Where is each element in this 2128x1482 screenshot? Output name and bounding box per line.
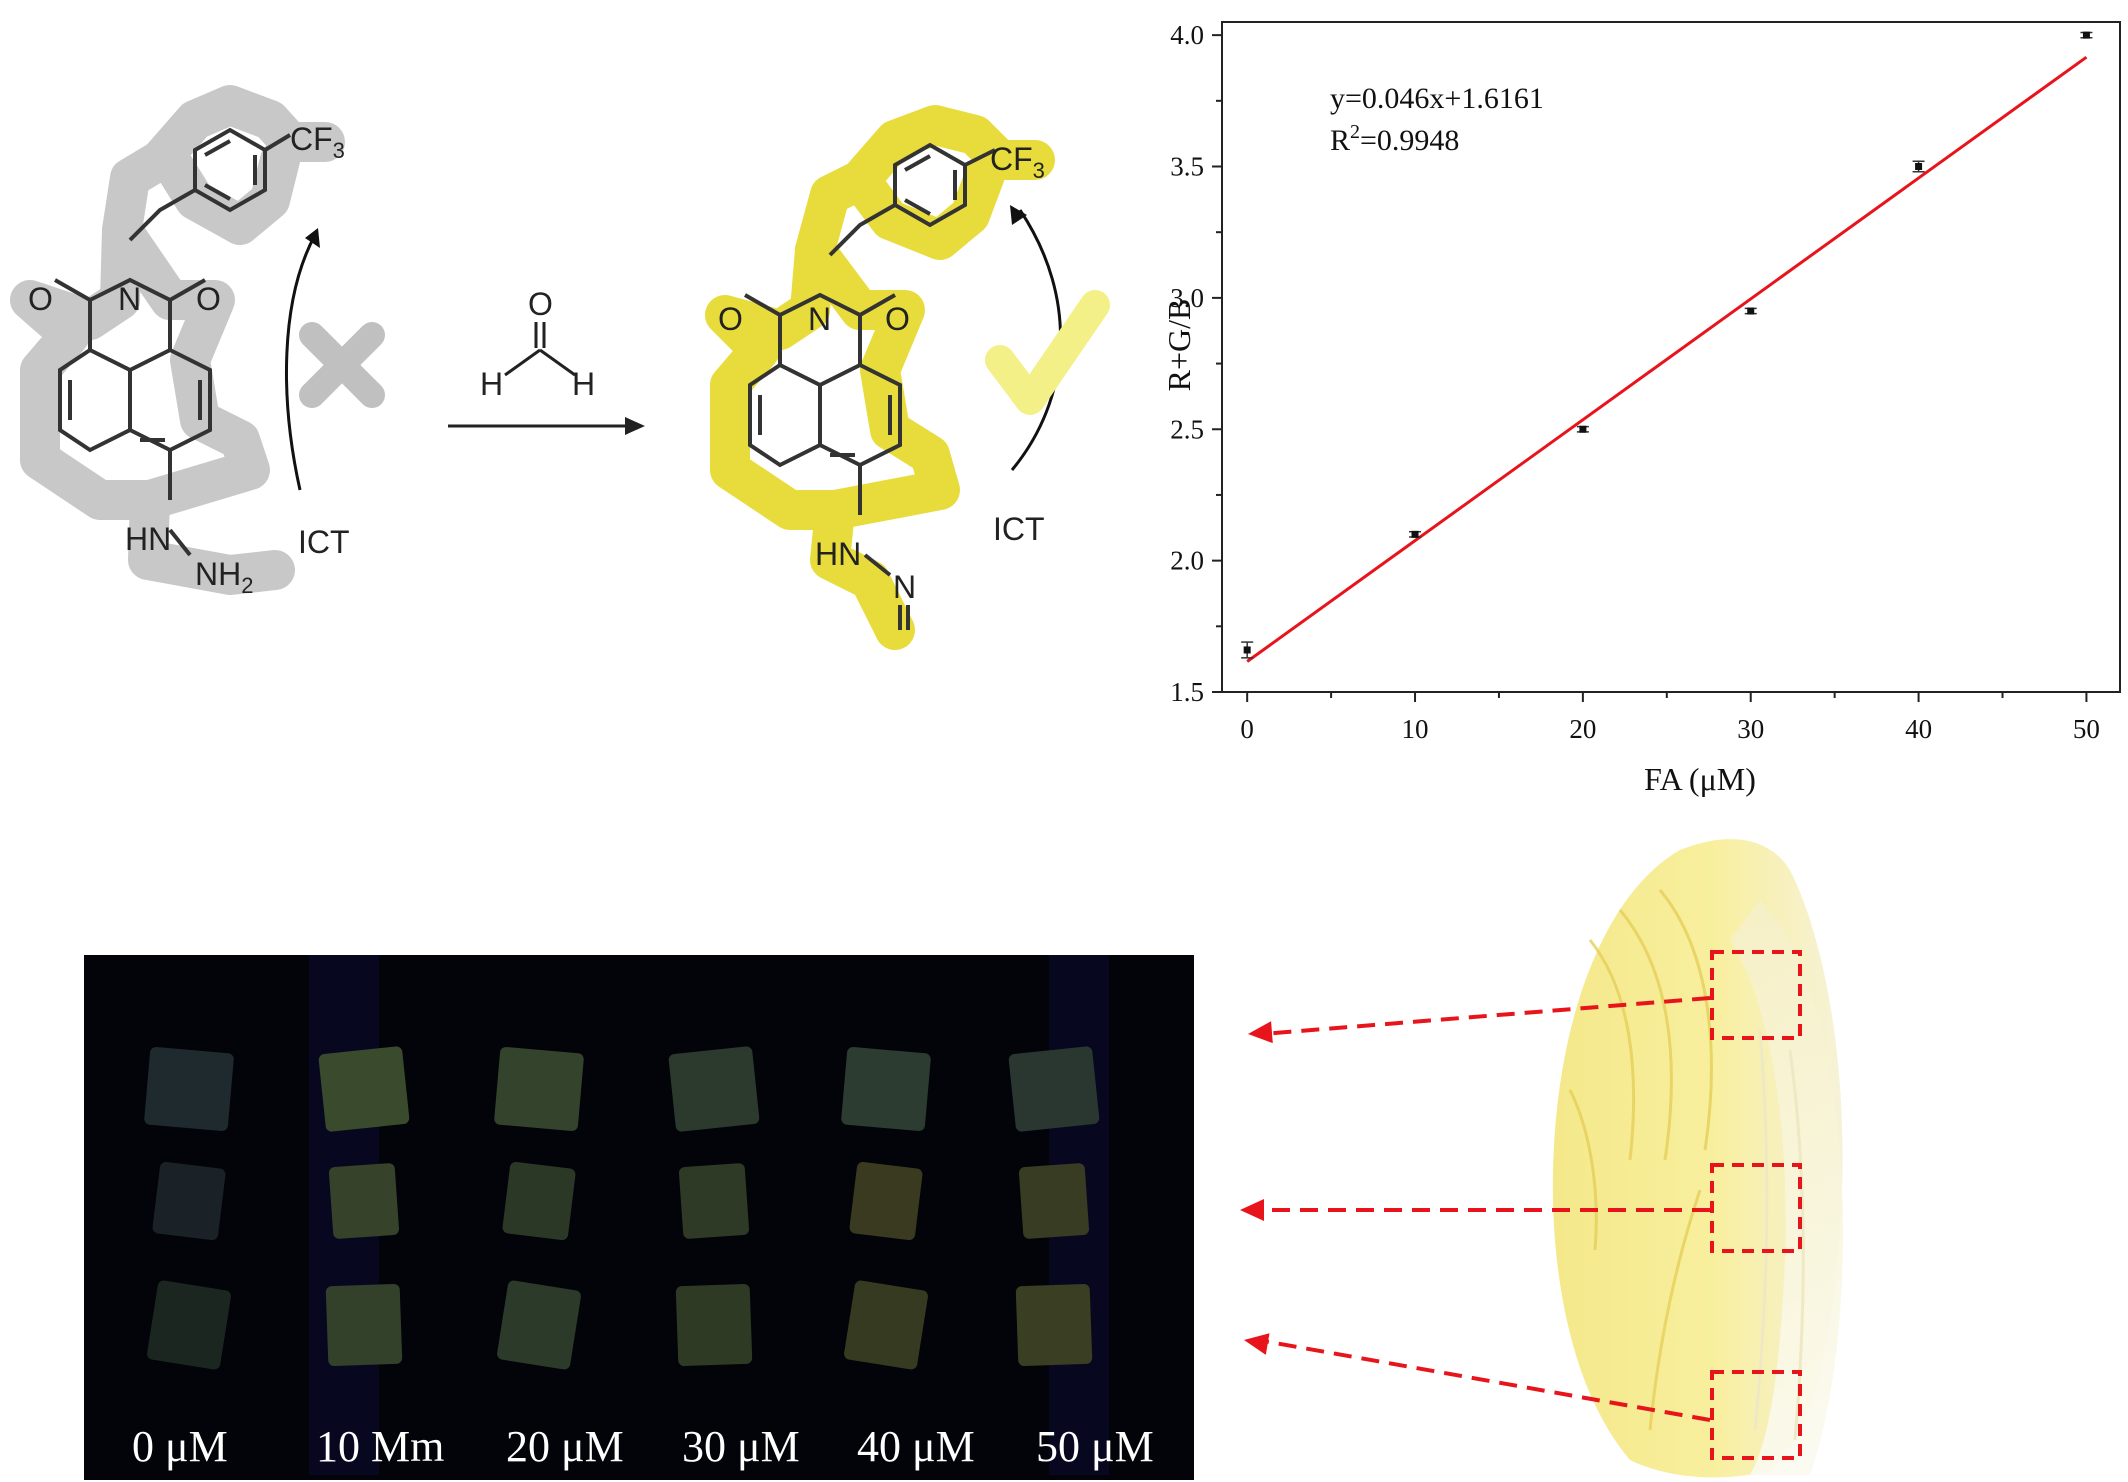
sampling-box <box>1710 950 1802 1040</box>
cabbage-illustration <box>1240 839 1843 1478</box>
product-ict-arrowhead <box>1010 205 1027 225</box>
sample-patch <box>144 1046 234 1132</box>
fit-r-squared: R2=0.9948 <box>1330 121 1459 157</box>
x-tick-label: 0 <box>1240 714 1254 744</box>
chart-frame <box>1221 21 2121 693</box>
product-halo <box>705 105 1055 650</box>
probe-halo <box>10 85 345 595</box>
product-molecule: CF3 O O N HN N <box>705 105 1055 650</box>
probe-o-left: O <box>28 281 53 317</box>
uv-photo: 0 μM 10 Mm 20 μM 30 μM 40 μM 50 μM <box>84 955 1194 1480</box>
uv-photo-samples <box>84 955 1194 1480</box>
formaldehyde-reagent: O H H <box>480 286 595 402</box>
data-point <box>1579 425 1587 433</box>
concentration-label: 10 Mm <box>316 1422 445 1471</box>
x-tick-label: 50 <box>2073 714 2100 744</box>
data-point <box>1747 307 1755 315</box>
data-point <box>2082 31 2090 39</box>
product-o-right: O <box>885 301 910 337</box>
y-tick-label: 3.0 <box>1170 283 1204 313</box>
reaction-arrowhead <box>625 417 645 435</box>
sample-patch <box>325 1283 403 1367</box>
concentration-label: 30 μM <box>682 1422 800 1471</box>
probe-nh2-label: NH2 <box>195 556 253 598</box>
arrowhead-icon <box>1240 1199 1264 1221</box>
reagent-h-right: H <box>572 366 595 402</box>
arrowhead-icon <box>1244 1333 1270 1355</box>
probe-n-label: N <box>118 281 141 317</box>
sample-patch <box>1018 1163 1090 1239</box>
plot-area-border <box>1221 21 2121 693</box>
chart-ticks: 0 10 20 30 40 50 1.5 2.0 2.5 3.0 3.5 4.0 <box>1170 20 2100 744</box>
data-point <box>1411 530 1419 538</box>
x-tick-label: 30 <box>1737 714 1764 744</box>
y-tick-label: 2.5 <box>1170 414 1204 444</box>
x-axis-label: FA (μM) <box>1644 761 1756 797</box>
y-axis-label: R+G/B <box>1161 299 1197 392</box>
probe-ict-arrow <box>285 234 317 491</box>
sampling-arrows <box>1240 996 1711 1422</box>
concentration-label: 20 μM <box>506 1422 624 1471</box>
sample-patch <box>1015 1283 1093 1367</box>
x-tick-label: 40 <box>1905 714 1932 744</box>
probe-hn-label: HN <box>125 521 171 557</box>
sample-patch <box>1008 1046 1100 1132</box>
product-n-label: N <box>893 569 916 605</box>
probe-ict-arrowhead <box>305 228 320 248</box>
x-tick-label: 20 <box>1569 714 1596 744</box>
probe-ict-label: ICT <box>298 524 350 560</box>
sample-patch <box>328 1163 400 1239</box>
sampling-arrow <box>1257 1338 1711 1422</box>
x-tick-label: 10 <box>1402 714 1429 744</box>
fit-line <box>1246 55 2088 663</box>
y-tick-label: 2.0 <box>1170 546 1204 576</box>
probe-cf3-label: CF3 <box>290 121 345 163</box>
calibration-chart: 0 10 20 30 40 50 1.5 2.0 2.5 3.0 3.5 4.0 y=0.046x+1… <box>1161 20 2121 797</box>
probe-o-right: O <box>196 281 221 317</box>
sample-patch <box>152 1161 226 1241</box>
concentration-label: 40 μM <box>857 1422 975 1471</box>
concentration-label: 50 μM <box>1036 1422 1154 1471</box>
fit-equation: y=0.046x+1.6161 <box>1330 82 1544 115</box>
probe-molecule: CF3 O O N HN NH2 <box>10 85 345 598</box>
sample-patch <box>844 1280 928 1370</box>
cross-icon <box>299 322 385 408</box>
sampling-boxes <box>1710 950 1802 1460</box>
reagent-h-left: H <box>480 366 503 402</box>
sample-patch <box>675 1283 753 1367</box>
y-tick-label: 4.0 <box>1170 20 1204 50</box>
y-tick-label: 1.5 <box>1170 677 1204 707</box>
product-cf3-label: CF3 <box>990 141 1045 183</box>
product-bonds <box>744 142 996 630</box>
sample-patch <box>147 1280 231 1370</box>
product-ict-label: ICT <box>993 511 1045 547</box>
product-n-imide-label: N <box>808 301 831 337</box>
sample-patch <box>668 1046 760 1132</box>
reaction-scheme: CF3 O O N HN NH2 ICT O H H <box>10 85 1110 650</box>
sample-patch <box>502 1161 576 1241</box>
cabbage-icon <box>1552 839 1843 1478</box>
probe-bonds <box>54 127 292 557</box>
product-hn-label: HN <box>815 536 861 572</box>
data-point <box>1915 163 1923 171</box>
sampling-box <box>1710 1163 1802 1253</box>
sample-patch <box>841 1046 931 1132</box>
y-tick-label: 3.5 <box>1170 152 1204 182</box>
sample-patch <box>678 1163 750 1239</box>
sampling-box <box>1710 1370 1802 1460</box>
chart-points <box>1241 31 2093 659</box>
sample-patch <box>318 1046 410 1132</box>
concentration-label: 0 μM <box>132 1422 228 1471</box>
arrowhead-icon <box>1248 1021 1273 1044</box>
photo-background <box>84 955 1194 1480</box>
reagent-o-label: O <box>528 286 553 322</box>
check-icon <box>985 290 1110 415</box>
product-o-left: O <box>718 301 743 337</box>
sample-patch <box>849 1161 923 1241</box>
data-point <box>1243 646 1251 654</box>
sampling-arrow <box>1261 996 1711 1036</box>
sample-patch <box>494 1046 584 1132</box>
sample-patch <box>497 1280 581 1370</box>
